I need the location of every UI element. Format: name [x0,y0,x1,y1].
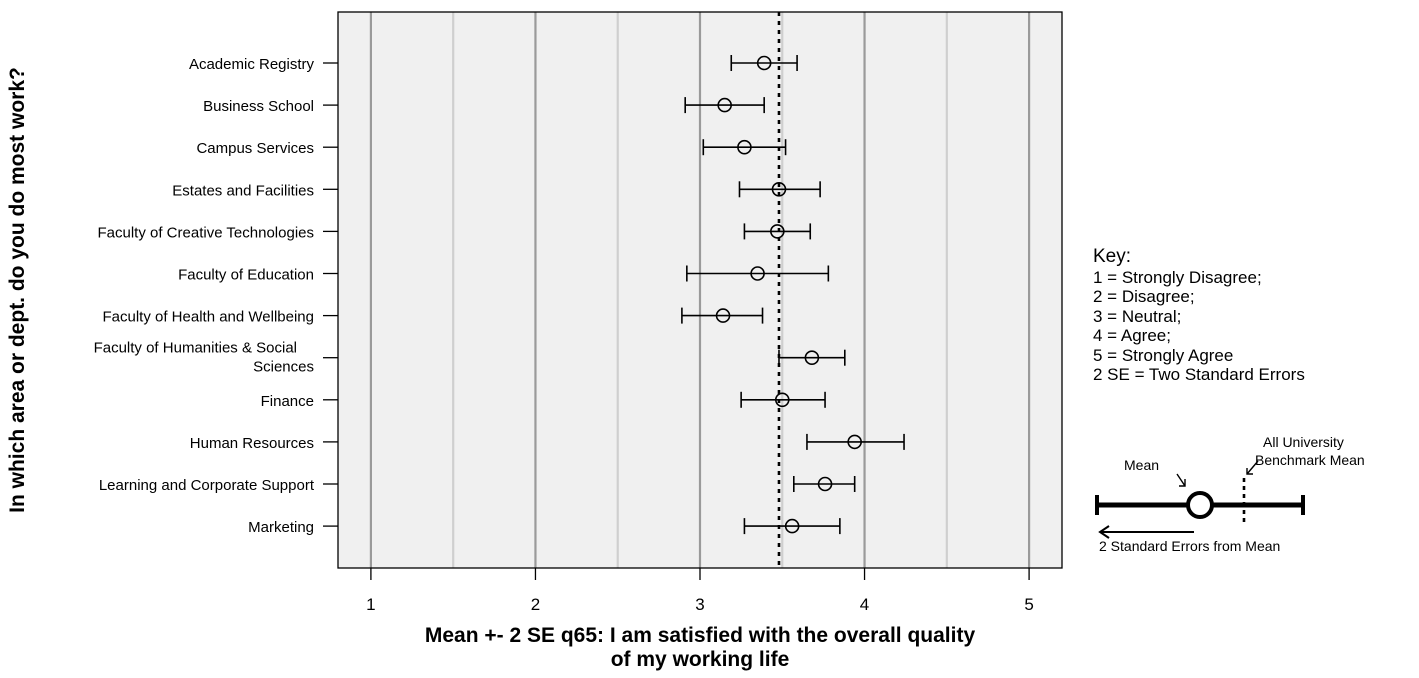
mean-marker [750,266,765,281]
key-mean-marker [1186,491,1214,519]
key-item-3: 3 = Neutral; [1093,306,1182,326]
y-tick-label: Sciences [253,359,314,376]
y-tick-label: Academic Registry [189,56,315,73]
y-tick-label: Finance [261,393,314,410]
y-tick-label: Business School [203,98,314,115]
key-item-6: 2 SE = Two Standard Errors [1093,365,1305,384]
mean-marker [847,434,862,450]
x-tick-label: 1 [366,595,375,614]
mean-marker [774,392,790,408]
x-axis-title: Mean +- 2 SE q65: I am satisfied with th… [425,624,976,647]
x-tick-label: 4 [860,595,869,614]
x-tick-label: 5 [1024,595,1033,614]
mean-marker [784,518,800,534]
y-tick-label: Faculty of Health and Wellbeing [102,309,314,326]
y-tick-label: Estates and Facilities [172,182,314,199]
y-tick-label: Marketing [248,519,314,536]
mean-marker [770,224,785,239]
mean-marker [717,97,732,113]
key-title: Key: [1093,246,1132,267]
y-tick-label: Campus Services [196,140,314,157]
mean-marker [804,350,820,366]
key-mean-arrow [1176,473,1186,487]
y-axis-title: In which area or dept. do you do most wo… [6,67,29,513]
mean-marker [715,308,731,323]
key-item-4: 4 = Agree; [1093,326,1171,345]
x-tick-label: 3 [695,595,704,614]
y-tick-label: Faculty of Education [178,267,314,284]
y-tick-label: Human Resources [190,435,314,452]
key-item-1: 1 = Strongly Disagree; [1093,267,1262,287]
mean-marker [817,476,833,492]
y-tick-label: Faculty of Humanities & Social [94,340,297,357]
key-mean-label: Mean [1124,457,1159,473]
y-tick-label: Faculty of Creative Technologies [97,224,314,241]
mean-marker [771,182,787,197]
key-item-2: 2 = Disagree; [1093,287,1195,306]
key-benchmark-label: All University [1263,434,1344,450]
y-tick-label: Learning and Corporate Support [99,477,315,494]
key-se-arrowhead [1098,525,1110,539]
key-item-5: 5 = Strongly Agree [1093,345,1234,365]
key-se-label: 2 Standard Errors from Mean [1099,538,1280,554]
key-panel: Key: 1 = Strongly Disagree; 2 = Disagree… [1093,247,1305,385]
x-tick-label: 2 [531,595,540,614]
mean-marker [737,139,752,155]
mean-marker [756,55,772,71]
key-benchmark-arrow [1246,460,1259,475]
x-axis-title: of my working life [611,648,790,671]
key-benchmark-label: Benchmark Mean [1255,452,1365,468]
